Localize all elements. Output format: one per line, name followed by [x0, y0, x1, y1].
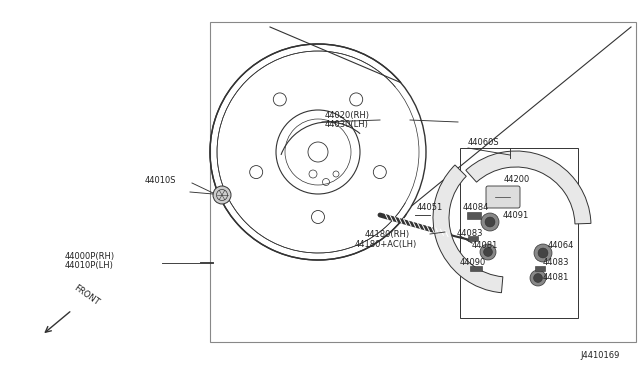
Text: 44010S: 44010S [145, 176, 177, 185]
Text: 44010P(LH): 44010P(LH) [65, 261, 114, 270]
Text: 44180(RH): 44180(RH) [365, 230, 410, 239]
Text: 44030(LH): 44030(LH) [325, 120, 369, 129]
Circle shape [530, 270, 546, 286]
Text: 44180+AC(LH): 44180+AC(LH) [355, 240, 417, 249]
Text: 44064: 44064 [548, 241, 574, 250]
Circle shape [485, 217, 495, 227]
Text: 44083: 44083 [543, 258, 570, 267]
Text: 44081: 44081 [472, 241, 499, 250]
Text: 44081: 44081 [543, 273, 570, 282]
Text: 44091: 44091 [503, 211, 529, 220]
Circle shape [484, 248, 492, 256]
Text: 44090: 44090 [460, 258, 486, 267]
Wedge shape [466, 151, 591, 224]
Text: 44200: 44200 [504, 175, 531, 184]
Text: 44084: 44084 [463, 203, 490, 212]
Bar [468, 236, 478, 241]
Bar [535, 266, 545, 271]
Text: 44051: 44051 [417, 203, 444, 212]
Bar [467, 212, 481, 219]
Text: FRONT: FRONT [72, 283, 100, 307]
FancyBboxPatch shape [486, 186, 520, 208]
Wedge shape [433, 165, 503, 293]
Circle shape [538, 248, 548, 258]
Circle shape [480, 244, 496, 260]
Text: 44000P(RH): 44000P(RH) [65, 252, 115, 261]
Bar [460, 148, 578, 318]
Text: 44060S: 44060S [468, 138, 500, 147]
Circle shape [534, 273, 542, 282]
Bar [210, 22, 636, 342]
Bar [470, 266, 482, 271]
Circle shape [213, 186, 231, 204]
Circle shape [481, 213, 499, 231]
Circle shape [534, 244, 552, 262]
Text: 44020(RH): 44020(RH) [325, 111, 370, 120]
Text: 44083: 44083 [457, 229, 483, 238]
Text: J4410169: J4410169 [580, 351, 620, 360]
